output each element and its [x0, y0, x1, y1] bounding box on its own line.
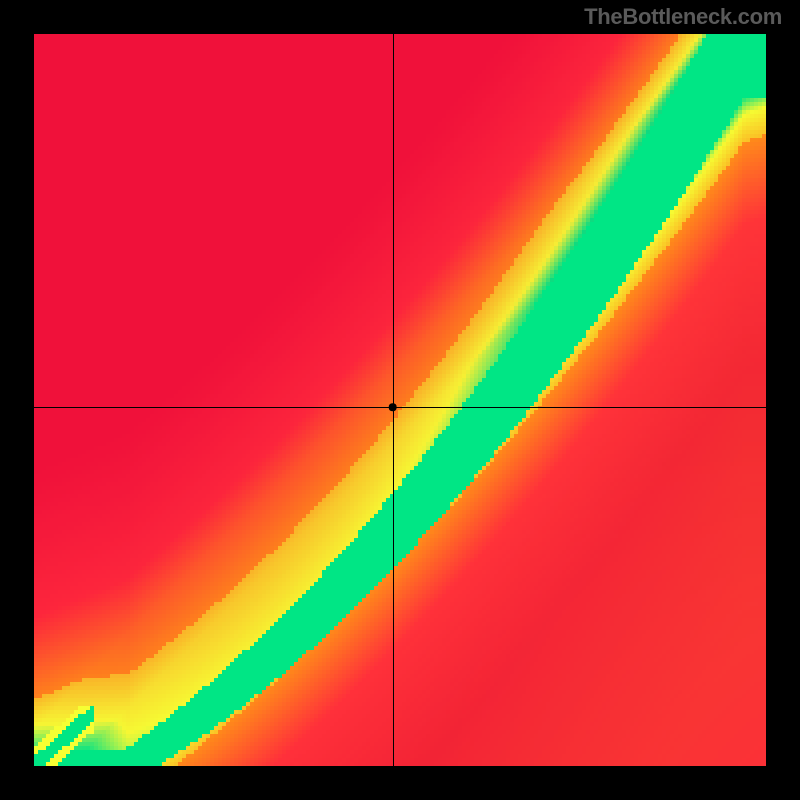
watermark-text: TheBottleneck.com	[584, 4, 782, 30]
bottleneck-heatmap	[0, 0, 800, 800]
